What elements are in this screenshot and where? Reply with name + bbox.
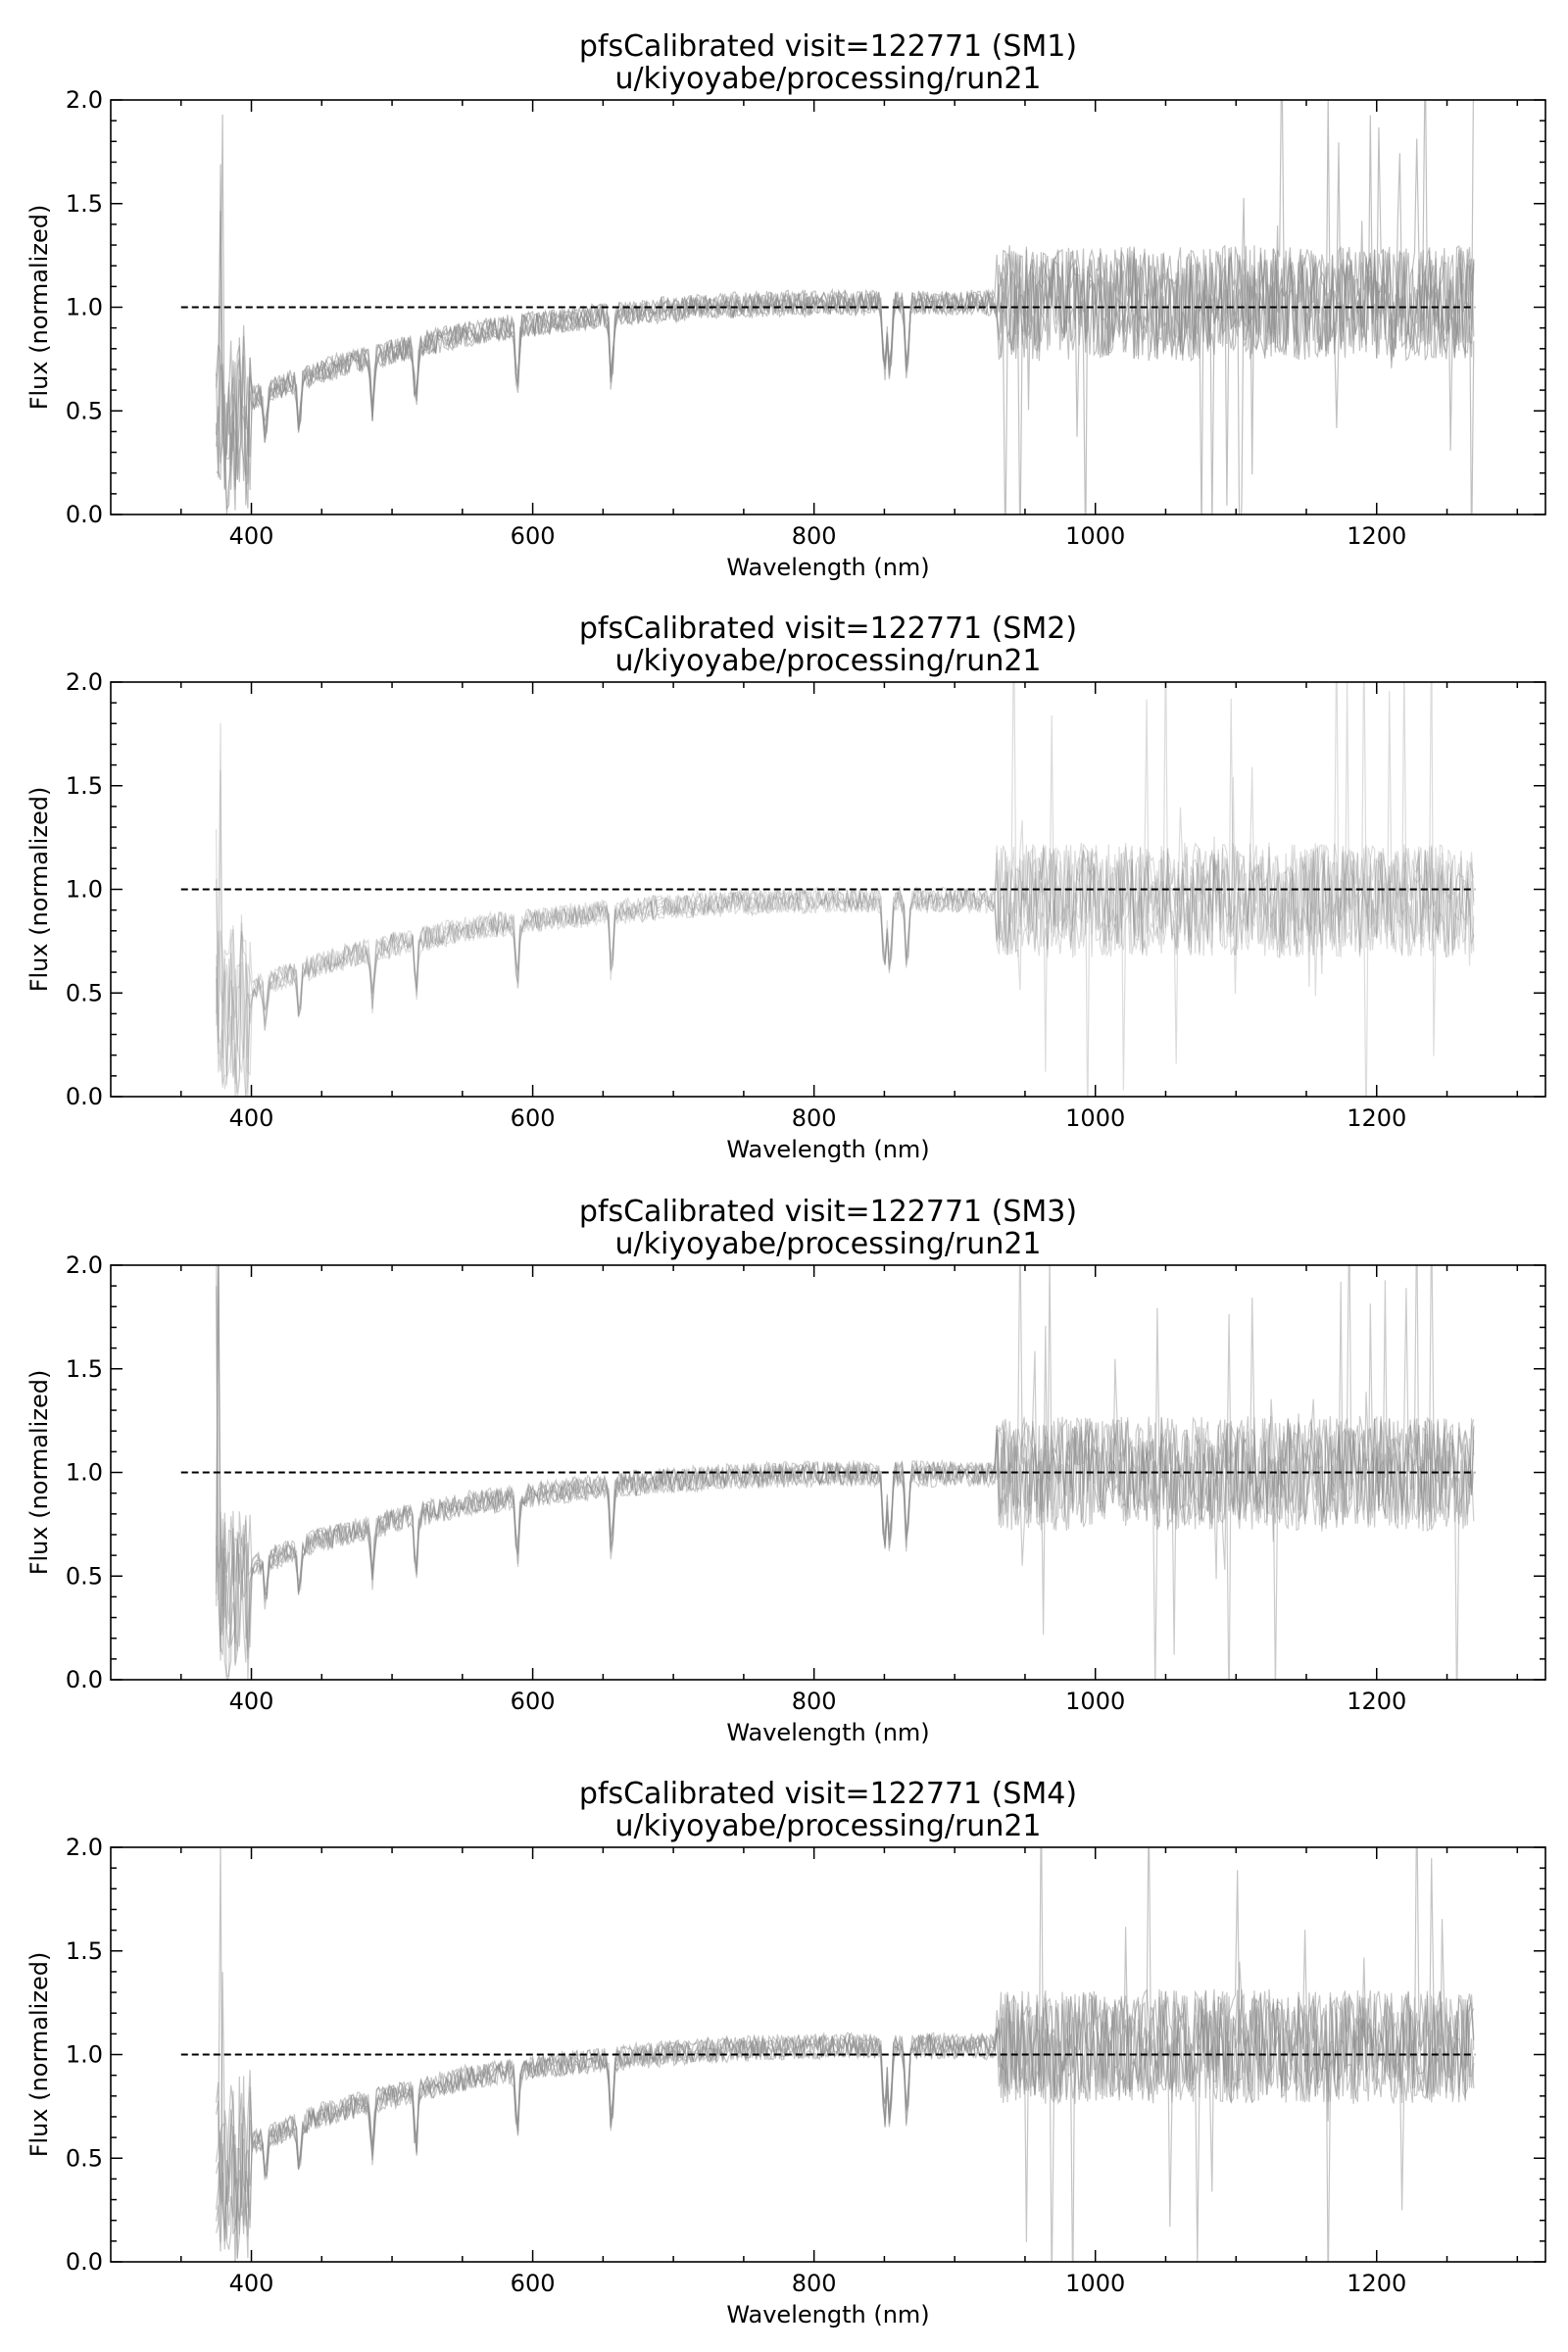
chart-subtitle: u/kiyoyabe/processing/run21	[615, 62, 1042, 96]
spectra-group	[216, 682, 1475, 1097]
x-tick-label: 1000	[1065, 522, 1125, 550]
spectrum-line	[216, 1870, 1475, 2262]
spectrum-line	[216, 682, 1475, 1075]
spectra-group	[216, 1265, 1475, 1680]
x-tick-label: 1200	[1347, 1104, 1406, 1132]
chart-panel-sm2: pfsCalibrated visit=122771 (SM2)u/kiyoya…	[25, 612, 1546, 1163]
y-tick-label: 2.0	[66, 1251, 103, 1279]
x-tick-label: 800	[792, 522, 837, 550]
spectrum-line	[216, 698, 1475, 1097]
x-axis-label: Wavelength (nm)	[726, 1719, 929, 1746]
x-tick-label: 1000	[1065, 1688, 1125, 1715]
y-tick-label: 0.0	[66, 1666, 103, 1693]
chart-panel-sm4: pfsCalibrated visit=122771 (SM4)u/kiyoya…	[25, 1777, 1546, 2328]
y-tick-label: 0.0	[66, 1083, 103, 1110]
spectrum-line	[216, 682, 1475, 1058]
chart-title: pfsCalibrated visit=122771 (SM1)	[579, 29, 1077, 64]
spectrum-line	[216, 100, 1474, 511]
y-tick-label: 1.0	[66, 1459, 103, 1487]
y-tick-label: 0.0	[66, 2248, 103, 2276]
x-tick-label: 400	[229, 2270, 274, 2297]
x-tick-label: 400	[229, 1688, 274, 1715]
y-tick-label: 0.5	[66, 1562, 103, 1590]
spectrum-line	[216, 682, 1475, 1097]
y-ticks	[111, 99, 1545, 515]
spectrum-line	[216, 1265, 1475, 1680]
x-tick-label: 1200	[1347, 2270, 1406, 2297]
x-tick-label: 800	[792, 2270, 837, 2297]
x-tick-label: 600	[511, 522, 556, 550]
y-tick-label: 1.5	[66, 1937, 103, 1965]
x-ticks	[180, 1265, 1519, 1680]
x-ticks	[180, 1847, 1519, 2262]
y-tick-label: 2.0	[66, 86, 103, 114]
y-tick-label: 0.5	[66, 2144, 103, 2172]
chart-panel-sm3: pfsCalibrated visit=122771 (SM3)u/kiyoya…	[25, 1195, 1546, 1746]
x-tick-label: 600	[511, 1688, 556, 1715]
spectrum-line	[216, 1265, 1475, 1659]
spectra-group	[216, 1847, 1475, 2262]
y-tick-label: 1.5	[66, 772, 103, 800]
x-tick-label: 400	[229, 1104, 274, 1132]
spectrum-line	[216, 1265, 1475, 1666]
chart-panel-sm1: pfsCalibrated visit=122771 (SM1)u/kiyoya…	[25, 29, 1546, 581]
spectrum-line	[216, 682, 1475, 1097]
y-axis-label: Flux (normalized)	[25, 787, 53, 993]
x-tick-label: 800	[792, 1104, 837, 1132]
y-axis-label: Flux (normalized)	[25, 205, 53, 411]
y-axis-label: Flux (normalized)	[25, 1952, 53, 2158]
y-tick-label: 1.5	[66, 1355, 103, 1383]
x-tick-label: 1200	[1347, 522, 1406, 550]
chart-subtitle: u/kiyoyabe/processing/run21	[615, 1809, 1042, 1843]
y-ticks	[111, 1846, 1545, 2263]
x-tick-label: 600	[511, 2270, 556, 2297]
spectrum-line	[216, 682, 1475, 1097]
y-tick-label: 1.0	[66, 294, 103, 321]
spectrum-line	[216, 1281, 1475, 1653]
spectra-group	[216, 100, 1475, 514]
y-tick-label: 0.5	[66, 397, 103, 424]
chart-title: pfsCalibrated visit=122771 (SM2)	[579, 612, 1077, 646]
x-axis-label: Wavelength (nm)	[726, 554, 929, 581]
y-ticks	[111, 1264, 1545, 1681]
x-tick-label: 400	[229, 522, 274, 550]
x-tick-label: 1000	[1065, 2270, 1125, 2297]
y-tick-label: 0.5	[66, 979, 103, 1006]
spectrum-line	[216, 1961, 1475, 2262]
x-tick-label: 600	[511, 1104, 556, 1132]
x-tick-label: 800	[792, 1688, 837, 1715]
spectrum-line	[216, 1930, 1475, 2235]
x-tick-label: 1200	[1347, 1688, 1406, 1715]
y-tick-label: 2.0	[66, 1834, 103, 1861]
x-axis-label: Wavelength (nm)	[726, 1136, 929, 1163]
x-tick-label: 1000	[1065, 1104, 1125, 1132]
x-ticks	[180, 100, 1519, 514]
spectrum-line	[216, 842, 1475, 1091]
chart-title: pfsCalibrated visit=122771 (SM4)	[579, 1777, 1077, 1811]
y-tick-label: 2.0	[66, 668, 103, 696]
y-tick-label: 0.0	[66, 501, 103, 528]
x-ticks	[180, 682, 1519, 1097]
chart-subtitle: u/kiyoyabe/processing/run21	[615, 644, 1042, 678]
y-ticks	[111, 681, 1545, 1098]
chart-title: pfsCalibrated visit=122771 (SM3)	[579, 1195, 1077, 1229]
y-tick-label: 1.0	[66, 2041, 103, 2069]
y-tick-label: 1.0	[66, 876, 103, 904]
spectrum-line	[216, 1265, 1475, 1680]
chart-subtitle: u/kiyoyabe/processing/run21	[615, 1227, 1042, 1261]
y-axis-label: Flux (normalized)	[25, 1370, 53, 1576]
y-tick-label: 1.5	[66, 190, 103, 218]
spectrum-line	[216, 1265, 1475, 1680]
x-axis-label: Wavelength (nm)	[726, 2301, 929, 2328]
